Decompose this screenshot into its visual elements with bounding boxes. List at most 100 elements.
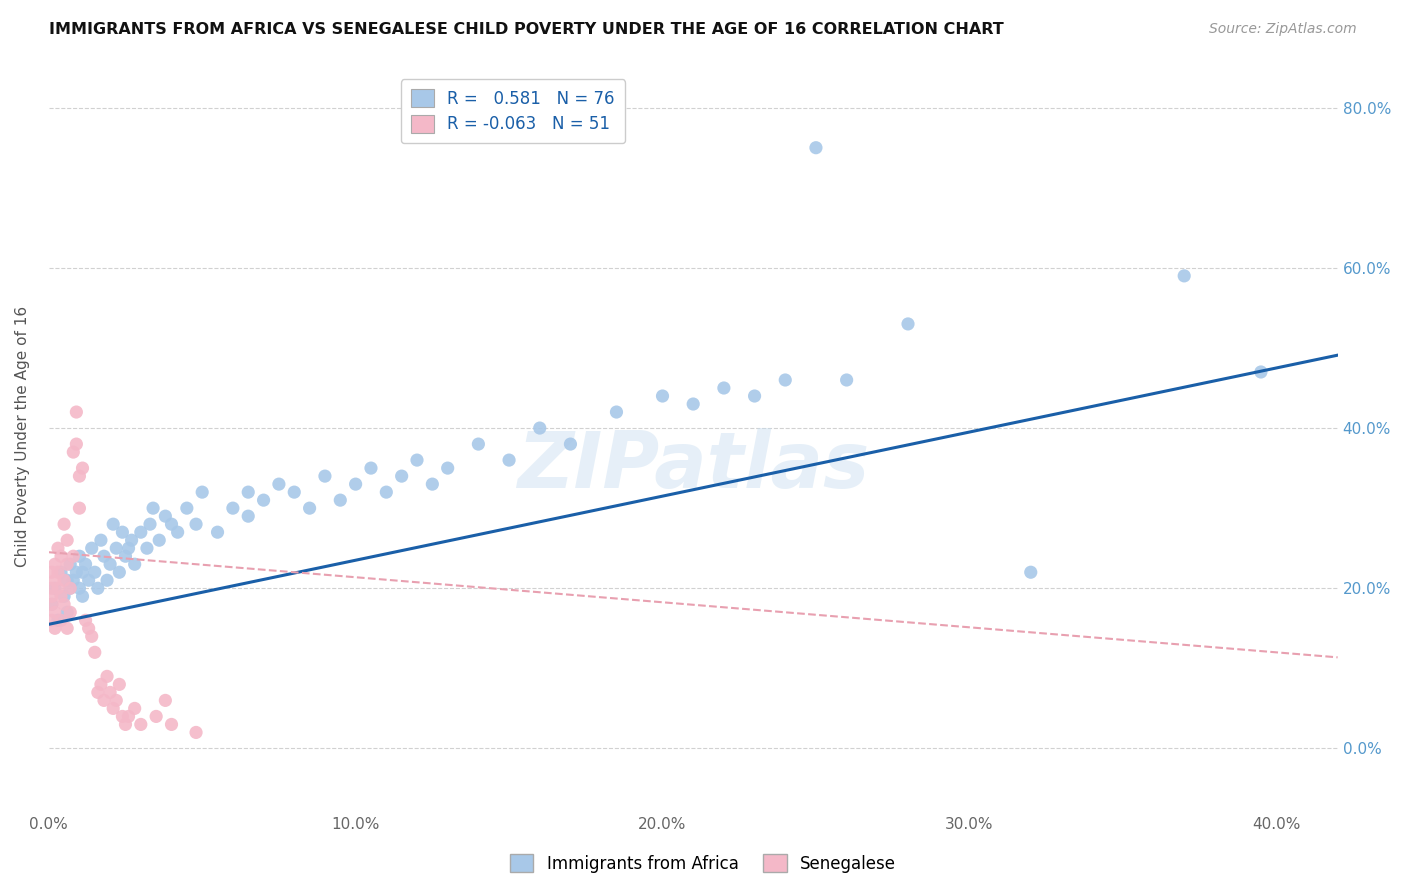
- Point: [56, 605, 79, 619]
- Point: [108, 566, 131, 580]
- Point: [148, 533, 170, 548]
- Point: [44, 581, 66, 595]
- Point: [41, 613, 63, 627]
- Point: [207, 525, 229, 540]
- Y-axis label: Child Poverty Under the Age of 16: Child Poverty Under the Age of 16: [15, 305, 30, 566]
- Point: [83, 566, 105, 580]
- Point: [93, 549, 115, 564]
- Point: [560, 437, 582, 451]
- Point: [298, 501, 321, 516]
- Point: [108, 677, 131, 691]
- Point: [176, 501, 198, 516]
- Point: [344, 477, 367, 491]
- Point: [41, 566, 63, 580]
- Point: [83, 645, 105, 659]
- Point: [436, 461, 458, 475]
- Point: [267, 477, 290, 491]
- Point: [191, 485, 214, 500]
- Point: [80, 541, 103, 556]
- Point: [136, 541, 159, 556]
- Point: [166, 525, 188, 540]
- Point: [46, 613, 69, 627]
- Point: [238, 485, 260, 500]
- Point: [283, 485, 305, 500]
- Legend: R =   0.581   N = 76, R = -0.063   N = 51: R = 0.581 N = 76, R = -0.063 N = 51: [401, 79, 624, 144]
- Point: [67, 469, 90, 483]
- Point: [59, 581, 82, 595]
- Point: [77, 574, 100, 588]
- Point: [314, 469, 336, 483]
- Point: [67, 581, 90, 595]
- Point: [75, 558, 97, 572]
- Legend: Immigrants from Africa, Senegalese: Immigrants from Africa, Senegalese: [503, 847, 903, 880]
- Point: [72, 589, 94, 603]
- Point: [897, 317, 920, 331]
- Point: [124, 701, 146, 715]
- Point: [65, 566, 87, 580]
- Point: [96, 574, 118, 588]
- Point: [90, 533, 112, 548]
- Point: [124, 558, 146, 572]
- Point: [744, 389, 766, 403]
- Point: [238, 509, 260, 524]
- Point: [72, 566, 94, 580]
- Point: [121, 533, 143, 548]
- Point: [111, 709, 134, 723]
- Point: [529, 421, 551, 435]
- Point: [145, 709, 167, 723]
- Point: [98, 685, 121, 699]
- Point: [41, 597, 63, 611]
- Point: [775, 373, 797, 387]
- Point: [184, 725, 207, 739]
- Point: [53, 574, 76, 588]
- Point: [360, 461, 382, 475]
- Point: [62, 549, 84, 564]
- Point: [252, 493, 274, 508]
- Point: [422, 477, 444, 491]
- Point: [77, 621, 100, 635]
- Point: [44, 605, 66, 619]
- Point: [160, 517, 183, 532]
- Point: [375, 485, 398, 500]
- Point: [56, 558, 79, 572]
- Point: [49, 566, 72, 580]
- Point: [87, 581, 110, 595]
- Point: [56, 533, 79, 548]
- Point: [46, 541, 69, 556]
- Text: IMMIGRANTS FROM AFRICA VS SENEGALESE CHILD POVERTY UNDER THE AGE OF 16 CORRELATI: IMMIGRANTS FROM AFRICA VS SENEGALESE CHI…: [49, 22, 1004, 37]
- Point: [46, 581, 69, 595]
- Point: [49, 613, 72, 627]
- Point: [65, 437, 87, 451]
- Point: [59, 605, 82, 619]
- Point: [117, 709, 139, 723]
- Point: [53, 589, 76, 603]
- Point: [96, 669, 118, 683]
- Point: [44, 558, 66, 572]
- Point: [80, 629, 103, 643]
- Point: [44, 621, 66, 635]
- Point: [56, 574, 79, 588]
- Point: [114, 717, 136, 731]
- Point: [87, 685, 110, 699]
- Point: [682, 397, 704, 411]
- Point: [41, 597, 63, 611]
- Point: [105, 541, 128, 556]
- Point: [1250, 365, 1272, 379]
- Point: [114, 549, 136, 564]
- Point: [72, 461, 94, 475]
- Point: [804, 141, 827, 155]
- Point: [184, 517, 207, 532]
- Point: [651, 389, 673, 403]
- Point: [59, 581, 82, 595]
- Point: [160, 717, 183, 731]
- Point: [65, 405, 87, 419]
- Point: [105, 693, 128, 707]
- Point: [605, 405, 627, 419]
- Point: [222, 501, 245, 516]
- Point: [1019, 566, 1042, 580]
- Point: [391, 469, 413, 483]
- Point: [67, 501, 90, 516]
- Point: [44, 574, 66, 588]
- Point: [498, 453, 520, 467]
- Point: [62, 445, 84, 459]
